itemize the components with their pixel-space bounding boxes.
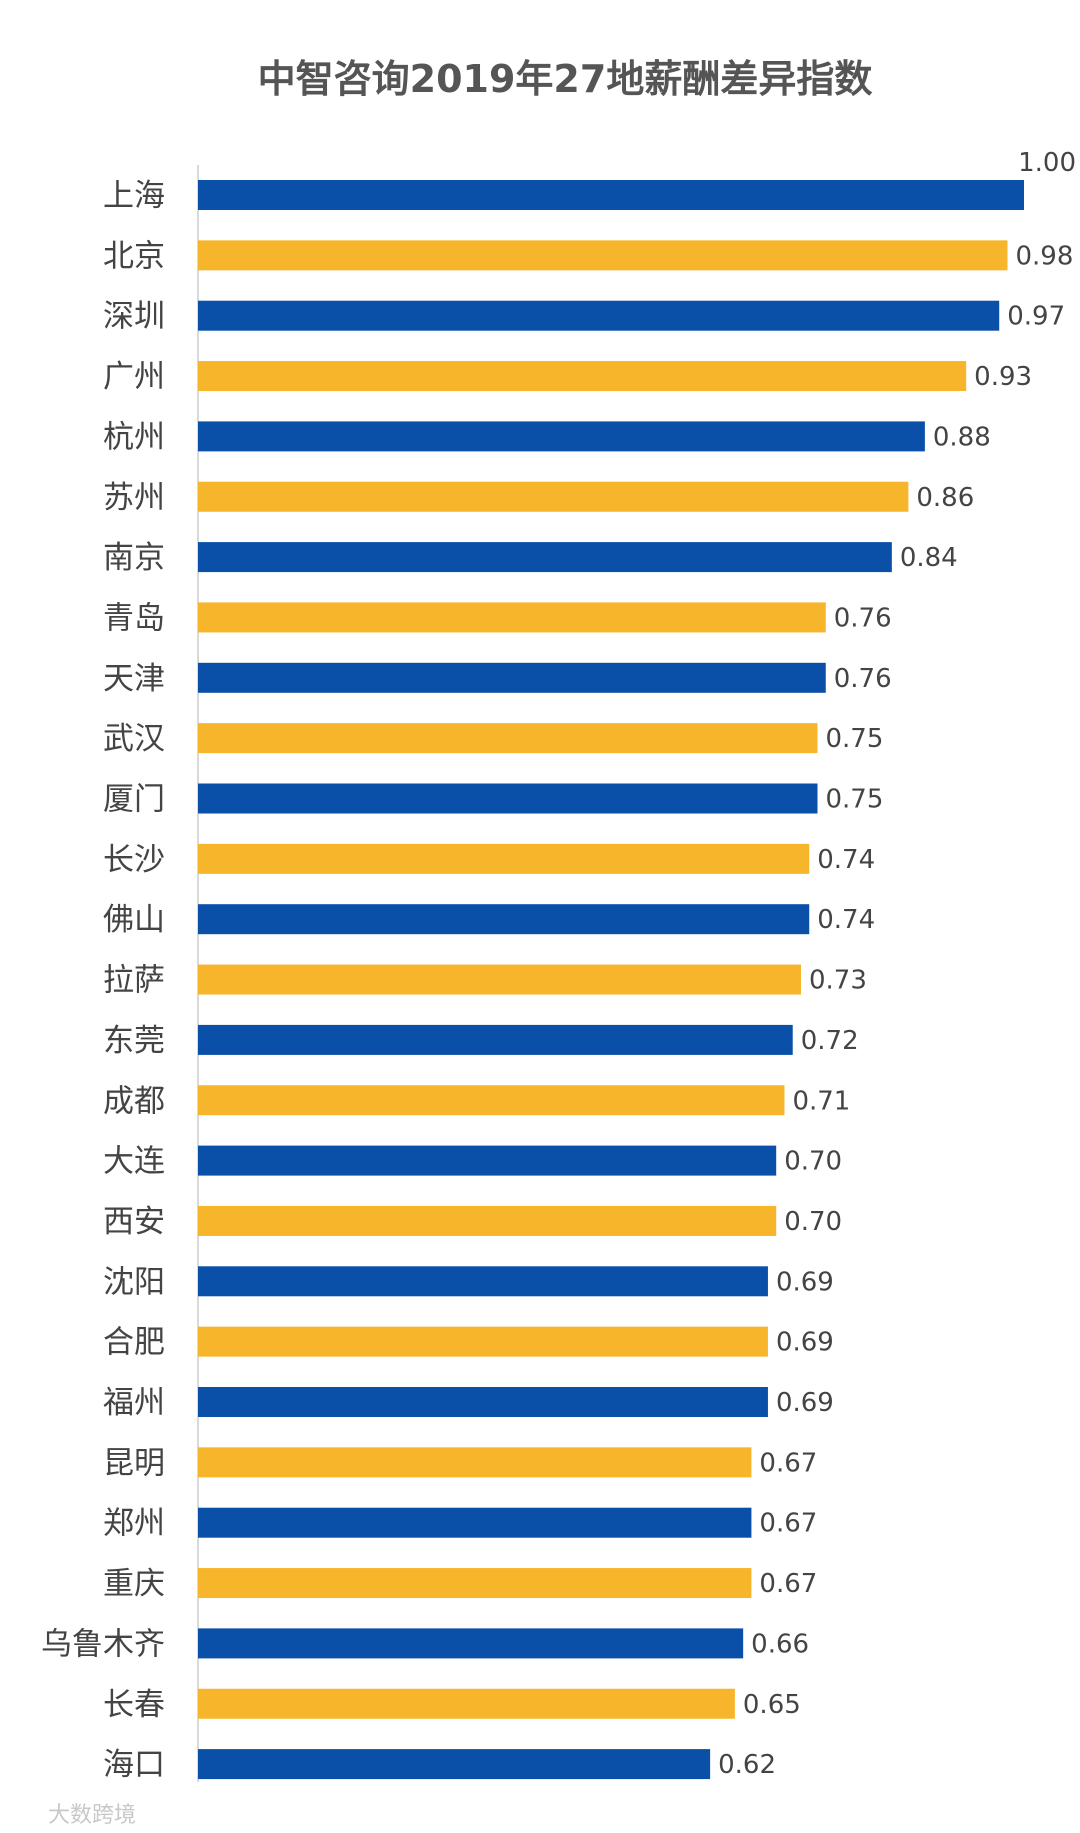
category-label: 拉萨: [103, 963, 165, 999]
bar: [198, 1447, 752, 1478]
data-label: 0.67: [759, 1569, 817, 1599]
category-label: 长春: [103, 1687, 165, 1723]
data-label: 0.84: [900, 543, 958, 573]
chart-title: 中智咨询2019年27地薪酬差异指数: [258, 57, 873, 101]
data-label: 0.71: [792, 1086, 850, 1116]
bar: [198, 783, 818, 814]
data-label: 1.00: [1018, 148, 1076, 178]
data-label: 0.75: [826, 724, 884, 754]
bar: [198, 723, 818, 754]
data-label: 0.74: [817, 845, 875, 875]
data-label: 0.72: [801, 1026, 859, 1056]
category-label: 乌鲁木齐: [41, 1626, 165, 1662]
bar: [198, 602, 826, 633]
bar: [198, 904, 810, 935]
category-label: 海口: [103, 1747, 165, 1783]
watermark-text: 大数跨境: [48, 1803, 136, 1828]
category-label: 长沙: [103, 842, 165, 878]
watermark: 大数跨境: [48, 1803, 136, 1828]
data-label: 0.62: [718, 1750, 776, 1780]
category-label: 大连: [103, 1144, 165, 1180]
bar: [198, 1507, 752, 1538]
category-label: 重庆: [103, 1566, 165, 1602]
bar: [198, 300, 1000, 331]
category-label: 佛山: [103, 902, 165, 938]
bar: [198, 964, 801, 995]
category-label: 青岛: [103, 600, 165, 636]
bar: [198, 1266, 768, 1297]
bar: [198, 1326, 768, 1357]
bar: [198, 361, 967, 392]
bar: [198, 1749, 711, 1780]
bar: [198, 1085, 785, 1116]
data-label: 0.76: [834, 603, 892, 633]
bar: [198, 180, 1024, 210]
data-label: 0.69: [776, 1388, 834, 1418]
bar: [198, 542, 892, 573]
category-label: 昆明: [103, 1445, 165, 1481]
category-label: 天津: [103, 661, 165, 697]
bars-group: 上海 1.00 北京 0.98 深圳 0.97 广州 0.93 杭州 0.88 苏州 0.86 南京 0.…: [41, 148, 1076, 1783]
data-label: 0.98: [1015, 241, 1073, 271]
category-label: 武汉: [103, 721, 165, 757]
bar: [198, 1145, 777, 1176]
data-label: 0.67: [759, 1509, 817, 1539]
data-label: 0.70: [784, 1147, 842, 1177]
data-label: 0.97: [1007, 302, 1065, 332]
category-label: 厦门: [103, 782, 165, 818]
category-label: 北京: [103, 238, 165, 274]
category-label: 成都: [103, 1083, 165, 1119]
category-label: 广州: [103, 359, 165, 395]
bar: [198, 1387, 768, 1417]
category-label: 上海: [103, 178, 165, 214]
data-label: 0.66: [751, 1629, 809, 1659]
bar: [198, 1628, 744, 1659]
bar: [198, 1568, 752, 1599]
category-label: 沈阳: [103, 1264, 165, 1300]
data-label: 0.74: [817, 905, 875, 935]
bar: [198, 1688, 735, 1719]
data-label: 0.76: [834, 664, 892, 694]
data-label: 0.69: [776, 1267, 834, 1297]
bar: [198, 240, 1008, 271]
category-label: 东莞: [103, 1023, 165, 1059]
category-label: 合肥: [103, 1325, 165, 1361]
bar: [198, 662, 826, 693]
category-label: 南京: [103, 540, 165, 576]
bar: [198, 481, 909, 512]
category-label: 杭州: [103, 419, 165, 455]
data-label: 0.86: [916, 483, 974, 513]
data-label: 0.65: [743, 1690, 801, 1720]
bar: [198, 843, 810, 874]
data-label: 0.93: [974, 362, 1032, 392]
data-label: 0.75: [826, 785, 884, 815]
data-label: 0.67: [759, 1448, 817, 1478]
data-label: 0.70: [784, 1207, 842, 1237]
category-label: 福州: [103, 1385, 165, 1421]
bar: [198, 1024, 793, 1055]
data-label: 0.69: [776, 1328, 834, 1358]
data-label: 0.88: [933, 422, 991, 452]
data-label: 0.73: [809, 966, 867, 996]
bar: [198, 421, 925, 452]
category-label: 西安: [103, 1204, 165, 1240]
category-label: 深圳: [103, 299, 165, 335]
category-label: 苏州: [103, 480, 165, 516]
bar: [198, 1205, 777, 1236]
category-label: 郑州: [103, 1506, 165, 1542]
